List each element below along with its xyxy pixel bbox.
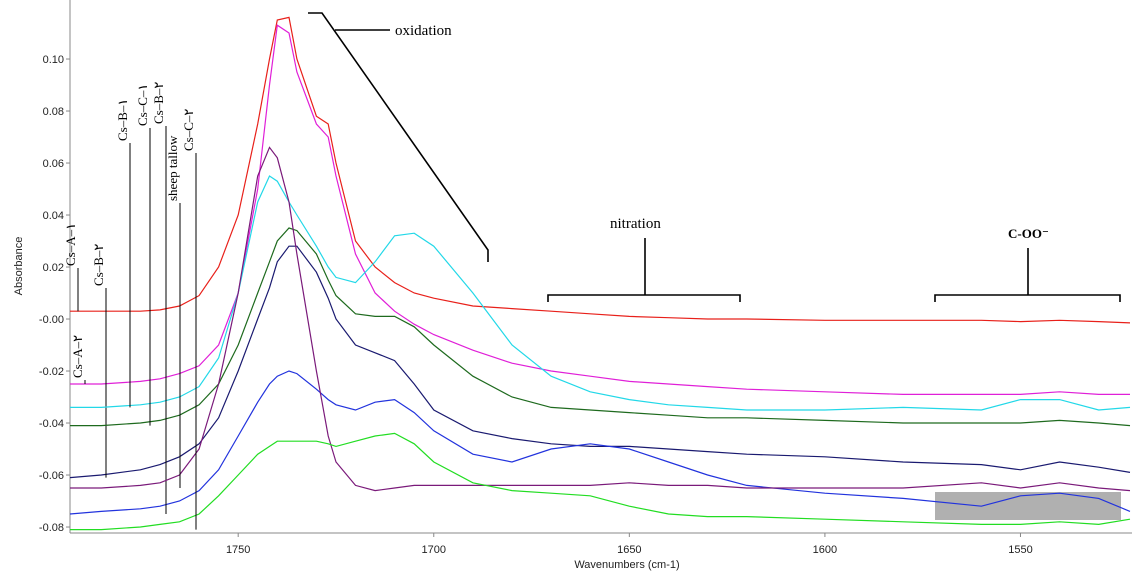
annotation: nitration xyxy=(610,216,661,232)
annotation: C-OO⁻ xyxy=(1008,226,1049,241)
series-line xyxy=(70,175,1131,411)
annotation-brackets xyxy=(308,12,1121,302)
y-tick-label: -0.02 xyxy=(39,366,64,378)
series-line xyxy=(70,146,1131,492)
y-tick-label: 0.06 xyxy=(43,158,64,170)
x-tick-label: 1750 xyxy=(226,544,250,556)
y-tick-label: 0.10 xyxy=(43,54,64,66)
y-tick-label: -0.06 xyxy=(39,470,64,482)
series-line xyxy=(70,432,1131,531)
series-label: Cs–B–۲ xyxy=(151,82,166,124)
carboxylate-bracket xyxy=(934,294,1121,302)
y-axis-label: Absorbance xyxy=(13,237,25,296)
series-line xyxy=(70,24,1130,395)
series-line xyxy=(69,245,1131,479)
y-tick-label: 0.02 xyxy=(43,262,64,274)
series-label: sheep tallow xyxy=(165,135,180,201)
series-line xyxy=(70,227,1131,427)
series-label: Cs–C–۲ xyxy=(181,109,196,151)
highlight-box xyxy=(935,492,1121,520)
x-tick-label: 1600 xyxy=(813,544,837,556)
series-label: Cs–B–۱ xyxy=(115,99,130,141)
series-line xyxy=(70,16,1131,324)
annotation: oxidation xyxy=(395,23,452,39)
series-label: Cs–C–۱ xyxy=(135,84,150,126)
series-line xyxy=(69,370,1131,515)
y-tick-label: -0.08 xyxy=(39,522,64,534)
y-tick-label: 0.04 xyxy=(43,210,64,222)
x-tick-label: 1700 xyxy=(422,544,446,556)
nitration-bracket xyxy=(547,294,741,302)
series-label: Cs–B–۲ xyxy=(91,244,106,286)
y-tick-label: -0.04 xyxy=(39,418,64,430)
series-label: Cs–A–۱ xyxy=(63,223,78,266)
x-tick-label: 1550 xyxy=(1008,544,1032,556)
oxidation-bracket xyxy=(308,12,489,262)
series-label: Cs–A–۲ xyxy=(70,335,85,378)
y-tick-label: 0.08 xyxy=(43,106,64,118)
x-tick-label: 1650 xyxy=(617,544,641,556)
y-tick-label: -0.00 xyxy=(39,314,64,326)
x-axis-label: Wavenumbers (cm-1) xyxy=(574,559,679,571)
